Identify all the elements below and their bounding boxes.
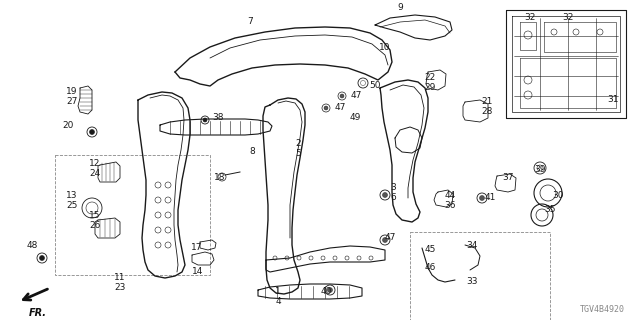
Text: 48: 48 bbox=[26, 241, 38, 250]
Text: 5: 5 bbox=[295, 148, 301, 157]
Text: 32: 32 bbox=[524, 13, 536, 22]
Text: 37: 37 bbox=[502, 173, 514, 182]
Text: 18: 18 bbox=[214, 173, 226, 182]
Text: 2: 2 bbox=[295, 139, 301, 148]
Text: 47: 47 bbox=[384, 234, 396, 243]
Text: 3: 3 bbox=[390, 183, 396, 193]
Text: 36: 36 bbox=[444, 201, 456, 210]
Text: 47: 47 bbox=[334, 103, 346, 113]
Text: 23: 23 bbox=[115, 284, 125, 292]
Text: 44: 44 bbox=[444, 190, 456, 199]
Text: 29: 29 bbox=[424, 84, 436, 92]
Circle shape bbox=[479, 196, 484, 201]
Text: 24: 24 bbox=[90, 169, 100, 178]
Text: FR.: FR. bbox=[29, 308, 47, 318]
Text: 39: 39 bbox=[534, 165, 546, 174]
Text: 27: 27 bbox=[67, 98, 77, 107]
Text: 1: 1 bbox=[275, 287, 281, 297]
Circle shape bbox=[328, 287, 333, 292]
Text: 33: 33 bbox=[467, 277, 477, 286]
Text: 20: 20 bbox=[62, 121, 74, 130]
Text: 17: 17 bbox=[191, 244, 203, 252]
Circle shape bbox=[90, 130, 95, 134]
Text: 8: 8 bbox=[249, 148, 255, 156]
Circle shape bbox=[40, 255, 45, 260]
Text: 25: 25 bbox=[67, 201, 77, 210]
Text: 19: 19 bbox=[67, 87, 77, 97]
Circle shape bbox=[203, 118, 207, 122]
Bar bbox=[55, 155, 210, 275]
Text: 7: 7 bbox=[247, 18, 253, 27]
Text: TGV4B4920: TGV4B4920 bbox=[580, 305, 625, 314]
Text: 21: 21 bbox=[481, 98, 493, 107]
Text: 13: 13 bbox=[67, 190, 77, 199]
Text: 15: 15 bbox=[89, 211, 100, 220]
Circle shape bbox=[383, 193, 387, 197]
Text: 22: 22 bbox=[424, 74, 436, 83]
Text: 28: 28 bbox=[481, 108, 493, 116]
Text: 49: 49 bbox=[349, 114, 361, 123]
Text: 50: 50 bbox=[369, 81, 381, 90]
Text: 11: 11 bbox=[115, 274, 125, 283]
Text: 32: 32 bbox=[563, 13, 573, 22]
Text: 9: 9 bbox=[397, 4, 403, 12]
Text: 41: 41 bbox=[484, 194, 496, 203]
Circle shape bbox=[383, 237, 387, 243]
Text: 46: 46 bbox=[424, 263, 436, 273]
Text: 30: 30 bbox=[552, 190, 564, 199]
Text: 12: 12 bbox=[90, 158, 100, 167]
Text: 6: 6 bbox=[390, 194, 396, 203]
Text: 14: 14 bbox=[192, 268, 204, 276]
Text: 47: 47 bbox=[350, 91, 362, 100]
Text: 38: 38 bbox=[212, 114, 224, 123]
Text: 35: 35 bbox=[544, 205, 556, 214]
Bar bbox=[410, 232, 550, 320]
Text: 34: 34 bbox=[467, 242, 477, 251]
Text: 45: 45 bbox=[424, 245, 436, 254]
Text: 4: 4 bbox=[275, 298, 281, 307]
Circle shape bbox=[324, 106, 328, 110]
Text: 26: 26 bbox=[90, 220, 100, 229]
Text: 10: 10 bbox=[380, 44, 391, 52]
Text: 40: 40 bbox=[320, 287, 332, 297]
Circle shape bbox=[340, 94, 344, 98]
Text: 31: 31 bbox=[607, 95, 619, 105]
